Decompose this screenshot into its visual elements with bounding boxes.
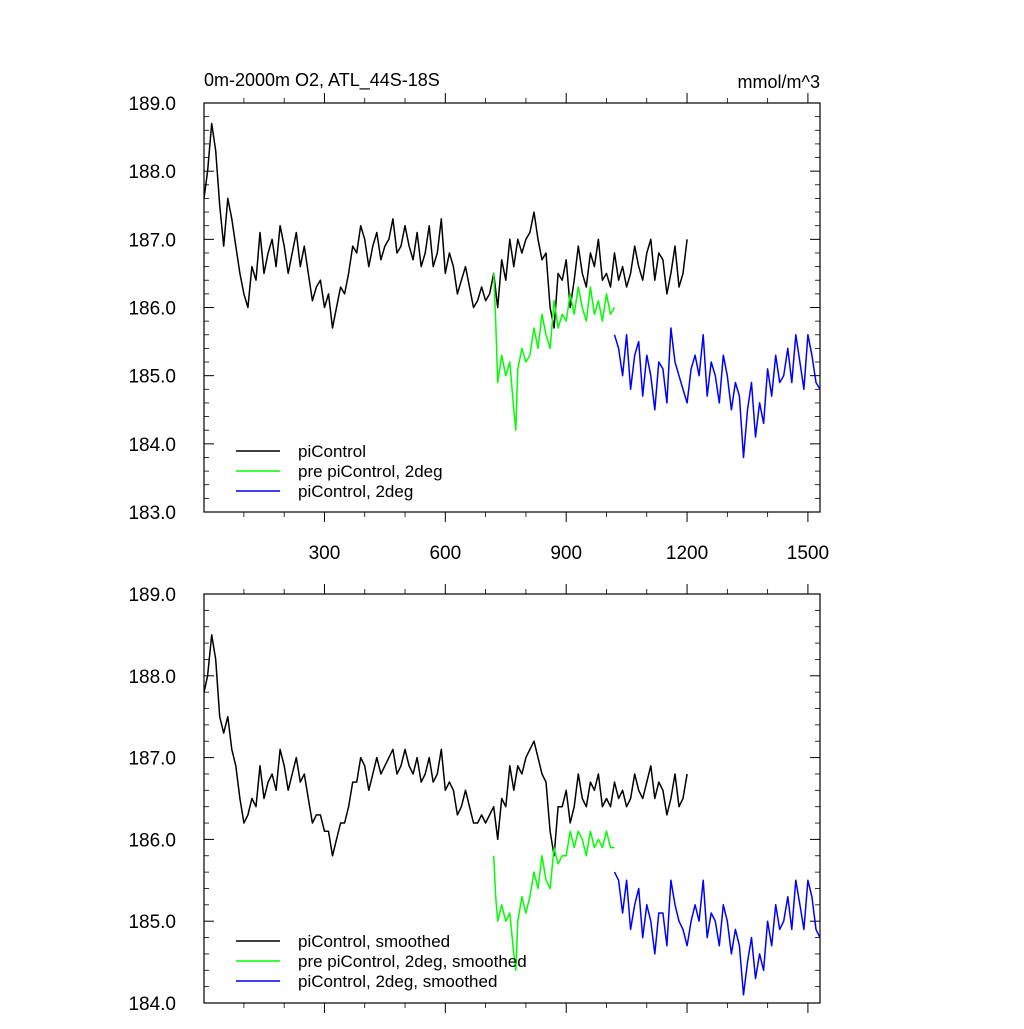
x-tick-label: 600 bbox=[429, 543, 461, 564]
y-tick-label: 185.0 bbox=[128, 912, 176, 933]
x-tick-label: 900 bbox=[550, 543, 582, 564]
x-tick-label: 300 bbox=[309, 543, 341, 564]
x-tick-label: 1200 bbox=[666, 543, 708, 564]
units-label: mmol/m^3 bbox=[738, 72, 820, 92]
y-tick-label: 183.0 bbox=[128, 503, 176, 524]
legend-label: piControl, 2deg bbox=[298, 482, 413, 501]
y-tick-label: 189.0 bbox=[128, 94, 176, 115]
y-tick-label: 188.0 bbox=[128, 667, 176, 688]
y-tick-label: 187.0 bbox=[128, 230, 176, 251]
series-line-3 bbox=[613, 327, 820, 459]
chart-title: 0m-2000m O2, ATL_44S-18S bbox=[204, 70, 440, 91]
plot-frame bbox=[203, 593, 821, 1004]
y-tick-label: 184.0 bbox=[128, 994, 176, 1015]
plot-frame bbox=[203, 102, 821, 513]
y-tick-label: 184.0 bbox=[128, 435, 176, 456]
y-tick-label: 187.0 bbox=[128, 749, 176, 770]
series-line-3 bbox=[613, 871, 820, 996]
y-tick-label: 188.0 bbox=[128, 162, 176, 183]
legend-label: piControl, smoothed bbox=[298, 932, 450, 951]
x-tick-label: 1500 bbox=[787, 543, 829, 564]
series-line-1 bbox=[204, 122, 688, 329]
y-tick-label: 185.0 bbox=[128, 367, 176, 388]
y-tick-label: 186.0 bbox=[128, 299, 176, 320]
legend-label: piControl, 2deg, smoothed bbox=[298, 972, 497, 991]
top-panel: 183.0 184.0 185.0 186.0 187.0 188.0 189.0 300 60… bbox=[128, 70, 829, 564]
series-line-1 bbox=[204, 634, 688, 857]
series-line-2 bbox=[492, 830, 615, 972]
series-line-2 bbox=[492, 273, 616, 431]
legend-label: piControl bbox=[298, 442, 366, 461]
legend-label: pre piControl, 2deg, smoothed bbox=[298, 952, 527, 971]
legend-label: pre piControl, 2deg bbox=[298, 462, 443, 481]
y-tick-label: 189.0 bbox=[128, 585, 176, 606]
y-tick-label: 186.0 bbox=[128, 830, 176, 851]
bottom-panel: 184.0 185.0 186.0 187.0 188.0 189.0 piControl,… bbox=[128, 584, 821, 1015]
